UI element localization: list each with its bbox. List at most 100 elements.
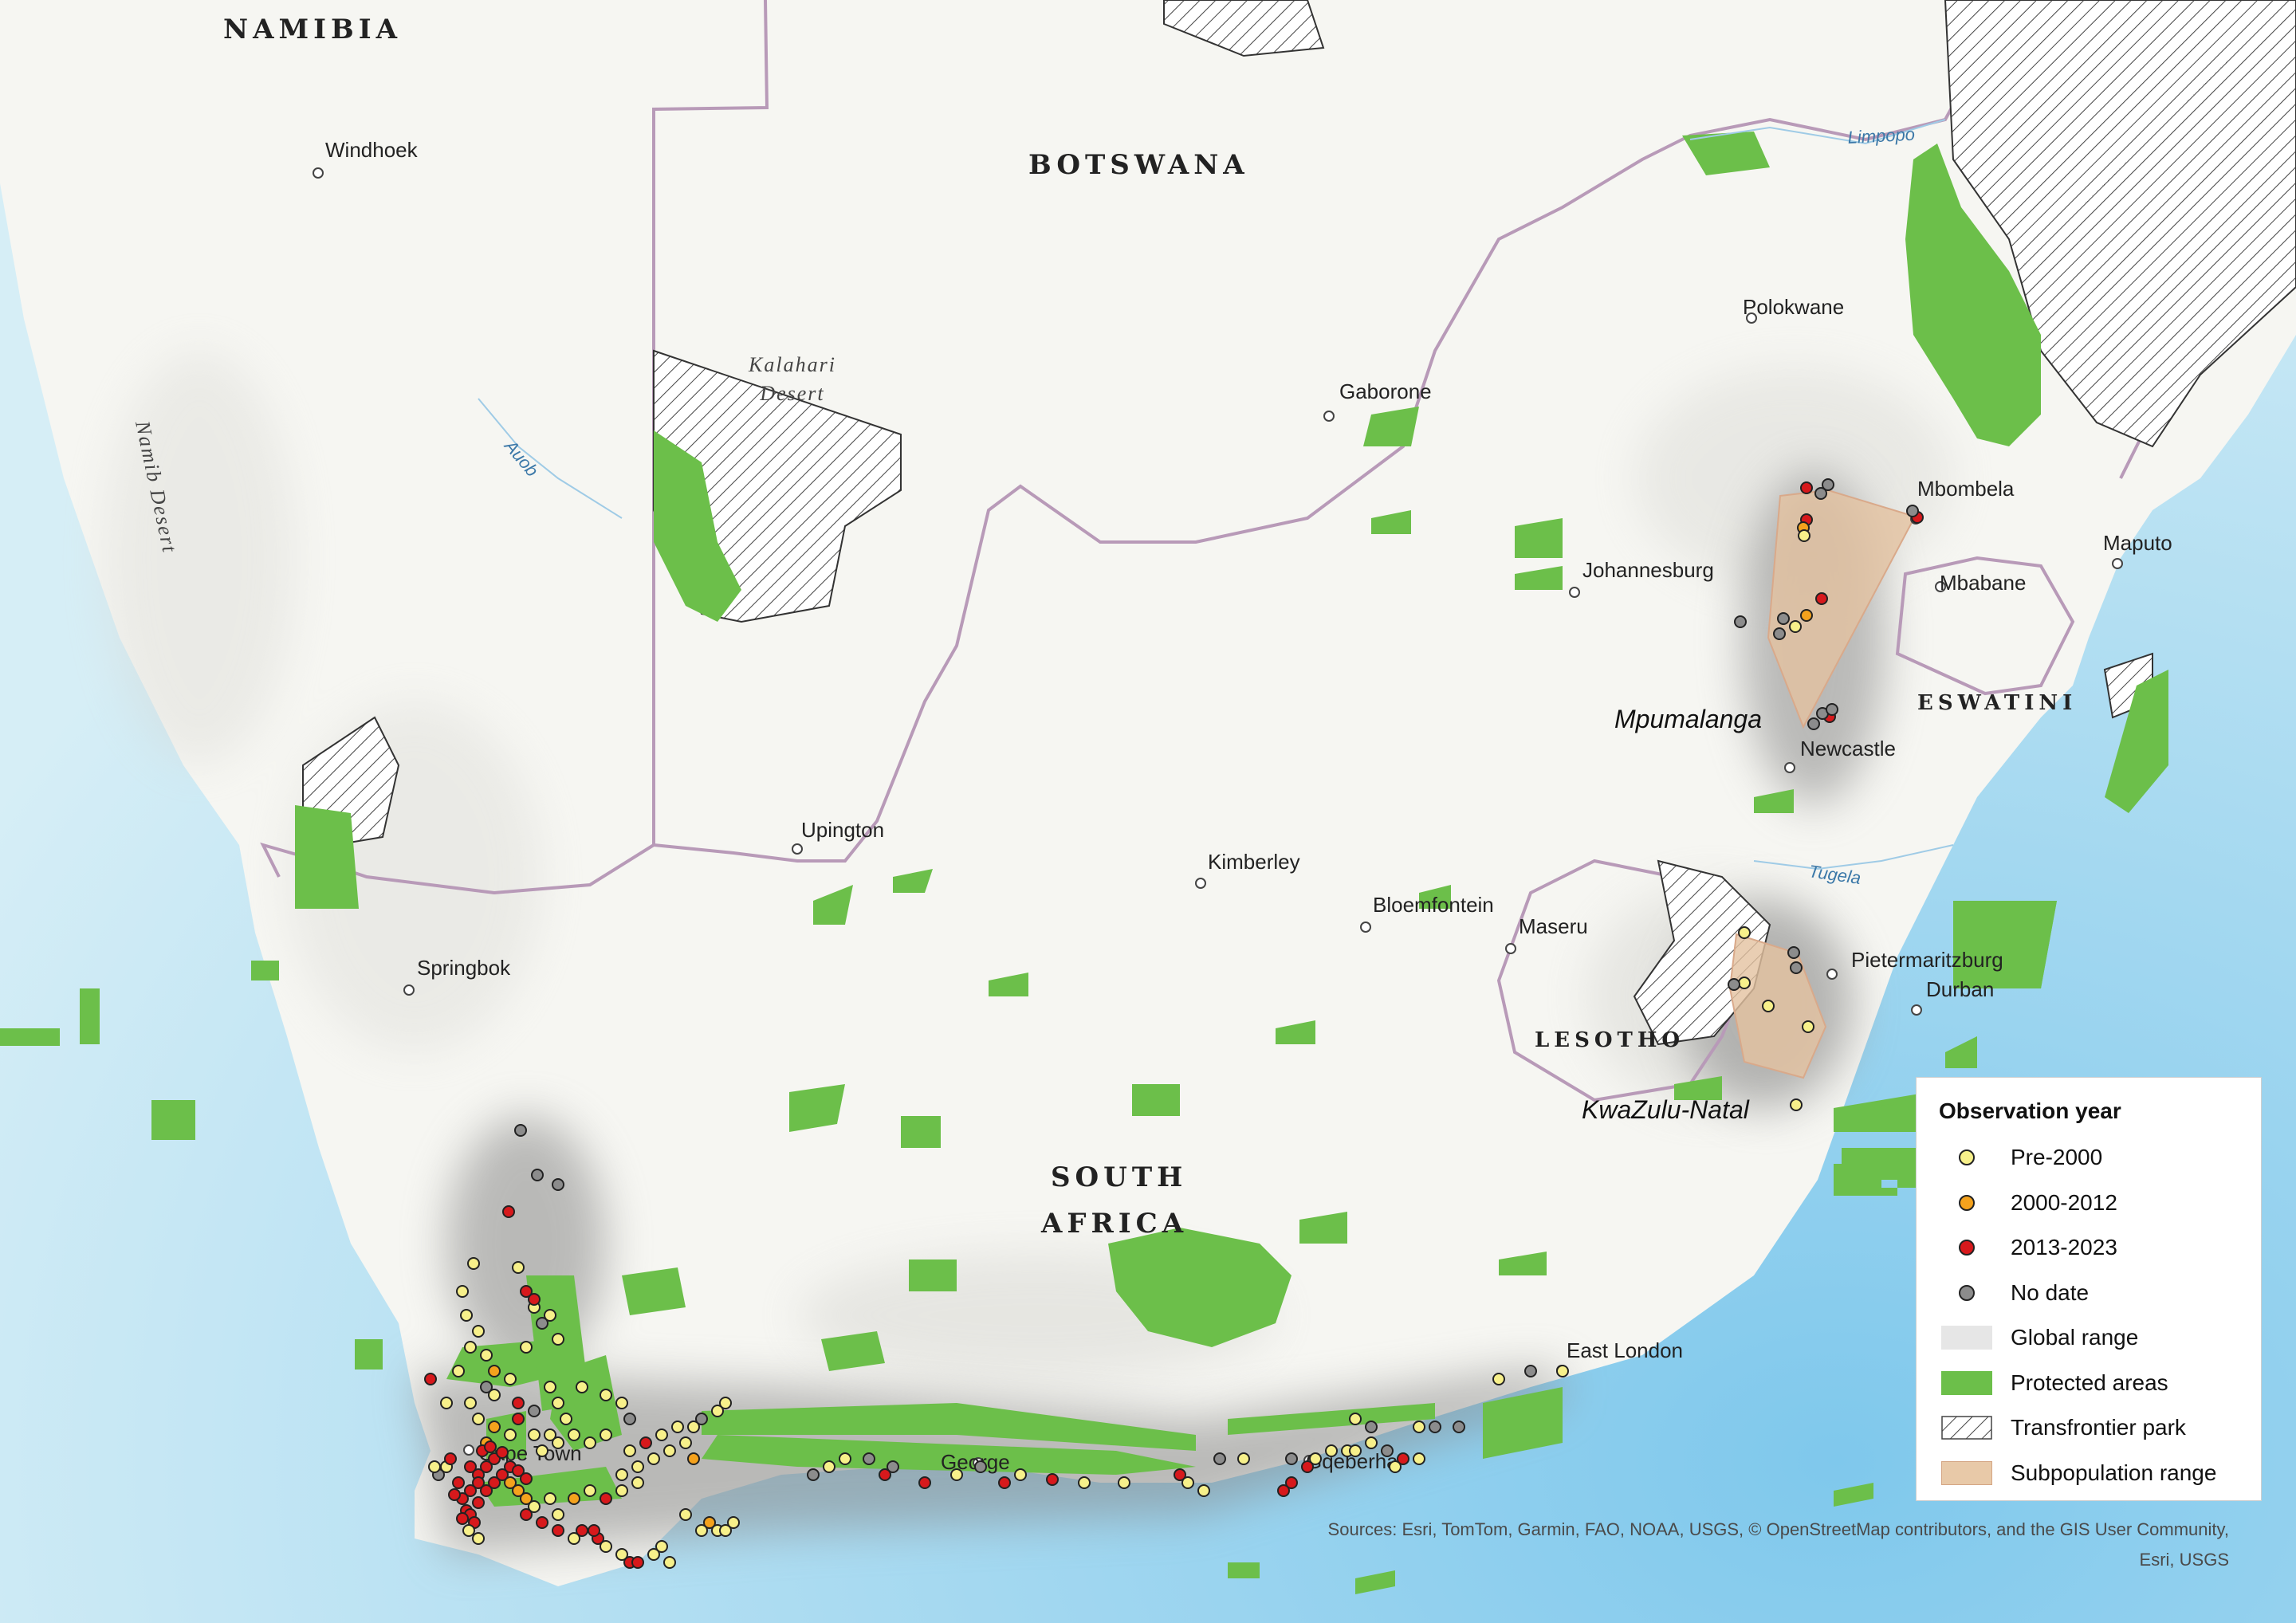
observation-point [428,1460,441,1473]
legend-label: Pre-2000 [2011,1145,2103,1170]
observation-point [472,1532,485,1545]
observation-point [552,1333,564,1346]
observation-point [456,1285,469,1298]
observation-point [1800,481,1813,494]
observation-point [1309,1452,1322,1465]
observation-point [647,1452,660,1465]
observation-point [472,1496,485,1509]
label-kimberley: Kimberley [1208,850,1300,874]
label-polokwane: Polokwane [1743,295,1844,319]
observation-point [440,1397,453,1409]
observation-point [1738,926,1751,939]
legend-item-2013-2023: 2013-2023 [1939,1225,2239,1271]
observation-point [1285,1476,1298,1489]
observation-point [1349,1444,1362,1457]
observation-point [528,1428,541,1441]
observation-point [1728,978,1740,991]
label-limpopo: Limpopo [1847,124,1916,147]
observation-points [424,478,1924,1569]
label-george: George [941,1450,1010,1474]
observation-point [584,1484,596,1497]
observation-point [502,1205,515,1218]
legend-item-2000-2012: 2000-2012 [1939,1181,2239,1226]
observation-point [655,1428,668,1441]
observation-point [552,1508,564,1521]
observation-point [1397,1452,1409,1465]
observation-point [480,1349,493,1362]
legend-swatch-protected [1941,1370,1992,1395]
legend-label: 2013-2023 [2011,1235,2117,1260]
observation-point [1349,1413,1362,1425]
observation-point [1826,703,1838,716]
observation-point [639,1436,652,1449]
label-kalahari-2: Desert [759,382,824,405]
observation-point [1181,1476,1194,1489]
observation-point [588,1524,600,1537]
observation-point [536,1444,548,1457]
observation-point [655,1540,668,1553]
observation-point [512,1413,525,1425]
observation-point [1800,609,1813,622]
legend: Observation year Pre-2000 2000-2012 2013… [1916,1077,2262,1501]
protected-areas [0,132,2168,1594]
legend-label: 2000-2012 [2011,1189,2117,1215]
legend-item-global-range: Global range [1939,1315,2239,1361]
observation-point [679,1508,692,1521]
observation-point [1556,1365,1569,1377]
observation-point [1789,620,1802,633]
label-kalahari-1: Kalahari [748,353,836,376]
label-eswatini: ESWATINI [1917,691,2077,715]
observation-point [444,1452,457,1465]
observation-point [528,1500,541,1513]
label-windhoek: Windhoek [325,138,419,162]
legend-item-subpopulation-range: Subpopulation range [1939,1451,2239,1496]
observation-point [719,1397,732,1409]
label-namibia: NAMIBIA [223,14,402,45]
observation-point [615,1468,628,1481]
observation-point [839,1452,851,1465]
observation-point [631,1476,644,1489]
legend-swatch-transfrontier [1941,1416,1992,1440]
observation-point [512,1261,525,1274]
observation-point [615,1397,628,1409]
observation-point [452,1476,465,1489]
legend-label: Transfrontier park [2011,1415,2186,1440]
observation-point [631,1460,644,1473]
observation-point [727,1516,740,1529]
legend-dot-red [1959,1240,1975,1256]
observation-point [528,1293,541,1306]
observation-point [448,1488,461,1501]
observation-point [496,1468,509,1481]
observation-point [1174,1468,1186,1481]
observation-point [1790,961,1803,974]
label-kwazulu-natal: KwaZulu-Natal [1582,1095,1750,1124]
legend-item-transfrontier-park: Transfrontier park [1939,1405,2239,1451]
observation-point [679,1436,692,1449]
observation-point [576,1381,588,1393]
observation-point [424,1373,437,1385]
observation-point [879,1468,891,1481]
observation-point [998,1476,1011,1489]
label-africa: AFRICA [1040,1208,1188,1240]
observation-point [531,1169,544,1181]
observation-point [488,1476,501,1489]
observation-point [615,1484,628,1497]
observation-point [687,1421,700,1433]
observation-point [1365,1421,1378,1433]
observation-point [504,1373,517,1385]
observation-point [568,1492,580,1505]
observation-point [460,1309,473,1322]
observation-point [464,1341,477,1354]
label-johannesburg: Johannesburg [1582,558,1714,582]
legend-dot-grey [1959,1284,1975,1301]
observation-point [544,1309,556,1322]
observation-point [1777,612,1790,625]
label-mpumalanga: Mpumalanga [1614,705,1762,733]
observation-point [472,1325,485,1338]
observation-point [1277,1484,1290,1497]
observation-point [1413,1452,1425,1465]
observation-point [600,1540,612,1553]
observation-point [1197,1484,1210,1497]
observation-point [1213,1452,1226,1465]
